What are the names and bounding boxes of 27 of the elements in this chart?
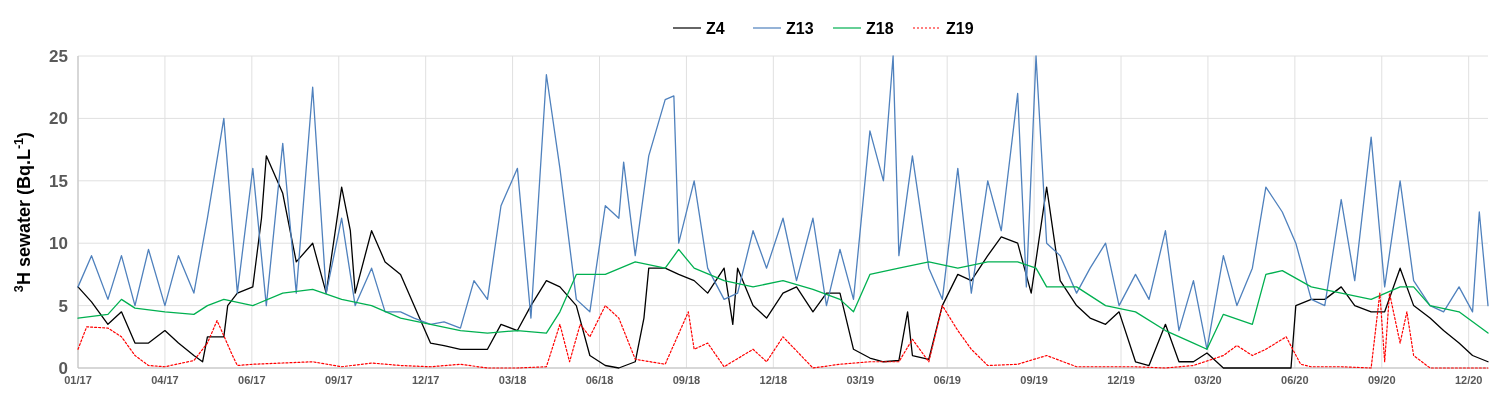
- y-tick-label: 25: [49, 47, 68, 66]
- x-tick-label: 12/20: [1454, 374, 1483, 386]
- x-tick-label: 06/18: [585, 374, 614, 386]
- x-tick-label: 06/20: [1281, 374, 1309, 386]
- x-tick-label: 03/20: [1194, 374, 1222, 386]
- x-tick-label: 03/19: [846, 374, 875, 386]
- x-tick-label: 06/17: [238, 374, 266, 386]
- x-tick-label: 09/19: [1020, 374, 1048, 386]
- x-tick-label: 06/19: [933, 374, 961, 386]
- y-tick-label: 20: [49, 109, 68, 129]
- legend-label: Z19: [946, 20, 974, 37]
- x-tick-label: 09/17: [324, 374, 353, 386]
- y-tick-label: 5: [58, 296, 68, 316]
- legend-label: Z18: [866, 20, 894, 37]
- y-tick-label: 15: [49, 171, 68, 191]
- x-tick-label: 12/17: [411, 374, 440, 386]
- legend-label: Z4: [706, 20, 725, 37]
- x-tick-label: 12/19: [1107, 374, 1135, 386]
- x-tick-label: 03/18: [498, 374, 527, 386]
- x-tick-label: 04/17: [151, 374, 179, 386]
- y-tick-label: 10: [49, 234, 68, 254]
- x-tick-label: 12/18: [759, 374, 788, 386]
- x-tick-label: 09/20: [1368, 374, 1396, 386]
- x-tick-label: 09/18: [672, 374, 701, 386]
- legend-label: Z13: [786, 20, 814, 37]
- line-series: [77, 248, 1489, 350]
- x-tick-label: 01/17: [64, 374, 92, 386]
